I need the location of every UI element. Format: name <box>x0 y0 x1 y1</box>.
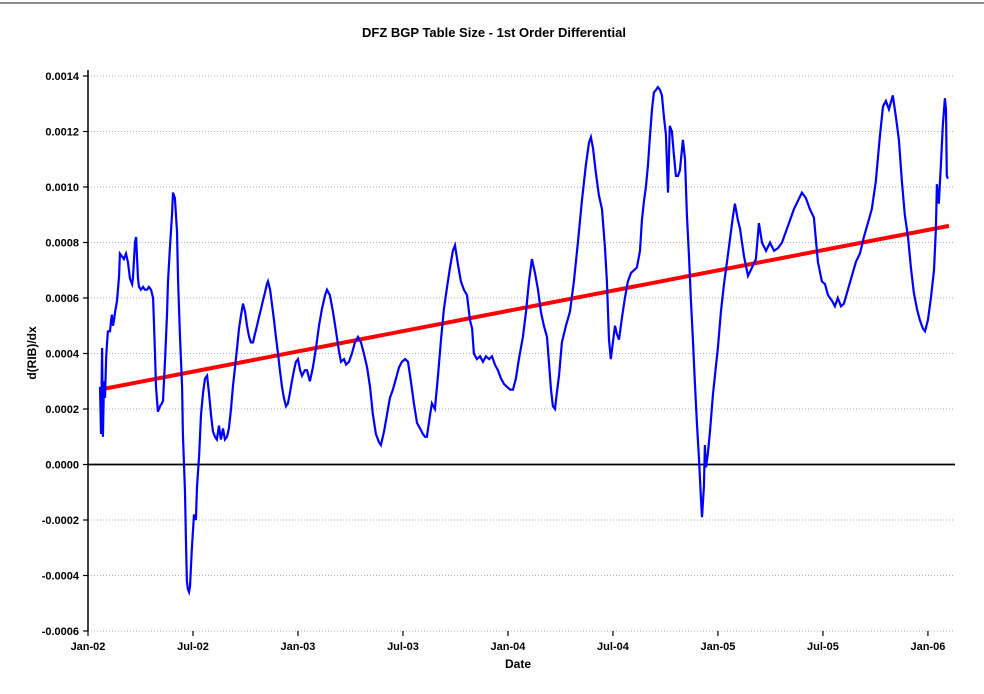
series-rib-differential <box>98 85 949 597</box>
x-axis-title: Date <box>505 657 531 671</box>
horizontal-gridlines <box>88 75 955 632</box>
y-tick-label: -0.0004 <box>42 571 80 583</box>
x-tick-label: Jan-04 <box>491 641 527 653</box>
trend-line <box>99 223 950 392</box>
x-axis-ticks <box>87 631 929 636</box>
chart-title: DFZ BGP Table Size - 1st Order Different… <box>362 25 626 40</box>
x-tick-label: Jan-06 <box>910 641 945 653</box>
y-axis <box>83 70 89 632</box>
x-tick-labels: Jan-02 Jul-02 Jan-03 Jul-03 Jan-04 Jul-04 Jan-… <box>71 641 946 653</box>
y-tick-label: 0.0012 <box>45 127 79 139</box>
y-tick-label: 0.0006 <box>45 293 79 305</box>
x-tick-label: Jan-02 <box>71 641 106 653</box>
y-tick-label: 0.0000 <box>45 460 79 472</box>
x-tick-label: Jul-03 <box>387 641 419 653</box>
x-tick-label: Jan-05 <box>701 641 736 653</box>
y-tick-label: 0.0002 <box>45 404 79 416</box>
y-tick-label: -0.0006 <box>42 626 79 638</box>
y-tick-label: 0.0010 <box>45 182 79 194</box>
y-tick-label: 0.0004 <box>45 349 80 361</box>
x-tick-label: Jan-03 <box>281 641 316 653</box>
window-top-border <box>0 2 984 4</box>
y-tick-label: 0.0008 <box>45 238 79 250</box>
x-tick-label: Jul-05 <box>807 641 839 653</box>
y-tick-label: 0.0014 <box>45 71 80 83</box>
y-tick-label: -0.0002 <box>42 515 79 527</box>
x-tick-label: Jul-02 <box>177 641 209 653</box>
y-tick-labels: 0.0014 0.0012 0.0010 0.0008 0.0006 0.0004 0.00… <box>42 71 80 638</box>
y-axis-title: d(RIB)/dx <box>25 326 39 380</box>
x-tick-label: Jul-04 <box>597 641 630 653</box>
